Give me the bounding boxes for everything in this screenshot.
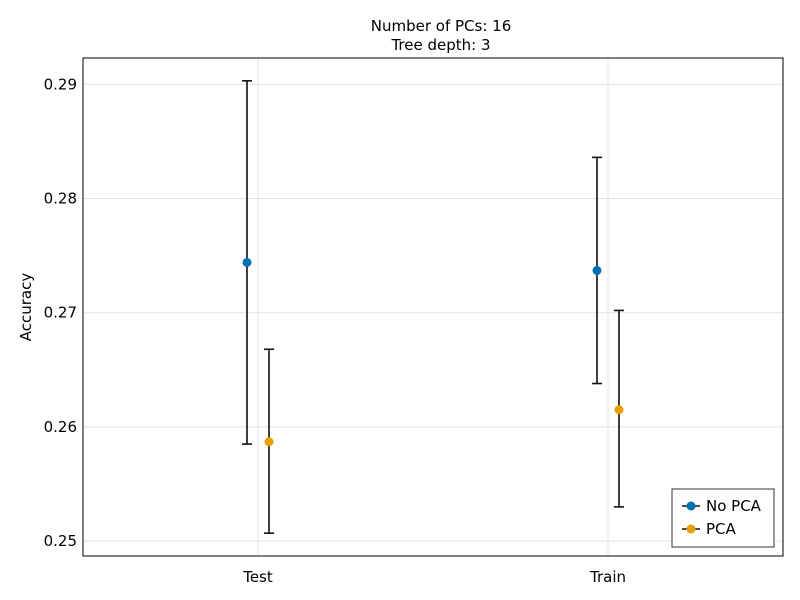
plot-frame — [82, 57, 784, 557]
legend-label: No PCA — [706, 497, 762, 515]
legend-label: PCA — [706, 520, 737, 538]
x-tick-label: Test — [242, 568, 273, 586]
grid-layer — [83, 58, 783, 556]
y-tick-label: 0.29 — [44, 75, 77, 93]
legend: No PCA PCA — [671, 488, 775, 548]
marks-layer — [242, 80, 624, 534]
data-point — [592, 265, 602, 275]
y-tick-labels: 0.25 0.26 0.27 0.28 0.29 — [44, 75, 77, 550]
data-point — [242, 257, 252, 267]
y-tick-label: 0.25 — [44, 532, 77, 550]
x-tick-labels: Test Train — [242, 568, 626, 586]
y-tick-label: 0.26 — [44, 418, 77, 436]
data-point — [614, 405, 624, 415]
y-axis-label: Accuracy — [17, 273, 35, 342]
data-point — [264, 437, 274, 447]
legend-item: PCA — [682, 520, 737, 538]
y-tick-label: 0.27 — [44, 304, 77, 322]
legend-marker — [686, 524, 696, 534]
legend-marker — [686, 501, 696, 511]
chart-title: Number of PCs: 16 — [371, 17, 512, 35]
y-tick-label: 0.28 — [44, 189, 77, 207]
legend-box — [671, 488, 775, 548]
chart-subtitle: Tree depth: 3 — [390, 36, 490, 54]
x-tick-label: Train — [589, 568, 626, 586]
legend-item: No PCA — [682, 497, 762, 515]
